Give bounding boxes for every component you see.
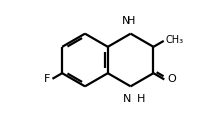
Text: N: N [123,94,131,104]
Text: O: O [167,74,176,84]
Text: CH₃: CH₃ [166,35,184,45]
Text: H: H [127,16,135,26]
Text: N: N [122,16,130,26]
Text: F: F [44,74,50,84]
Text: H: H [137,94,145,104]
